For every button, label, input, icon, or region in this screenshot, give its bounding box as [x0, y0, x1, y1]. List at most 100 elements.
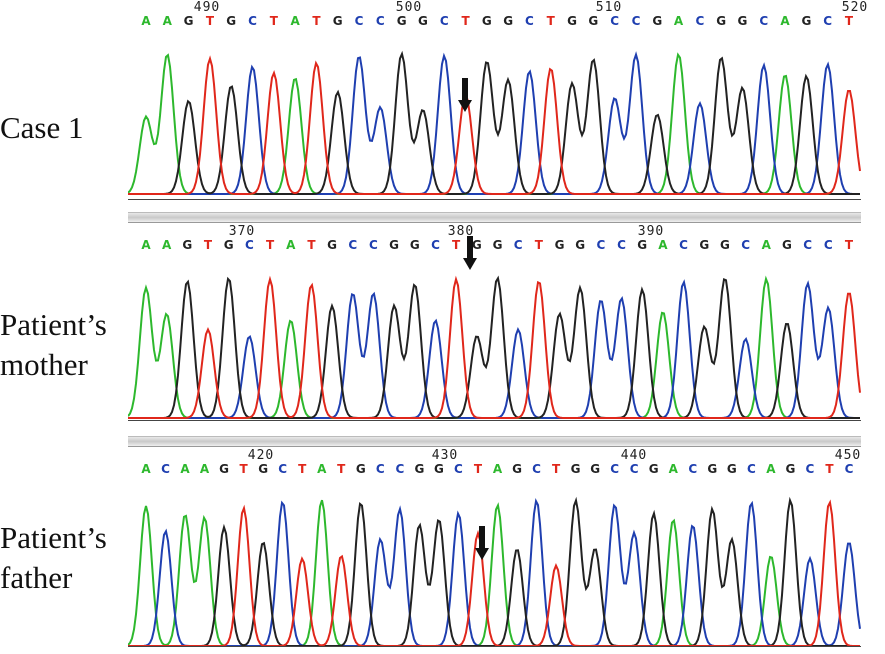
position-ticks: 490 500 510 520: [128, 0, 867, 16]
base-call: A: [199, 462, 210, 476]
base-call: G: [554, 238, 565, 252]
base-call: T: [307, 238, 316, 252]
base-call: C: [844, 462, 854, 476]
tick-label: 430: [431, 448, 459, 463]
trace-T: [128, 55, 861, 195]
base-call: G: [726, 462, 737, 476]
base-call: C: [695, 14, 705, 28]
base-call: A: [141, 14, 151, 28]
base-call: G: [183, 14, 194, 28]
chromatogram-trace: [128, 496, 861, 647]
tick-label: 380: [447, 224, 475, 239]
base-call: C: [617, 238, 626, 252]
base-call: G: [355, 462, 366, 476]
base-call: C: [248, 14, 257, 28]
base-call: G: [414, 462, 425, 476]
position-ticks: 370 380 390: [128, 224, 861, 240]
base-call: C: [823, 14, 833, 28]
base-call: G: [503, 14, 514, 28]
trace-T: [128, 275, 861, 419]
trace-baseline: [128, 646, 861, 647]
sample-label-patients-father: Patient’s father: [0, 520, 107, 595]
base-call: G: [648, 462, 659, 476]
base-call: G: [258, 462, 269, 476]
base-call: A: [761, 238, 771, 252]
sample-label-patients-mother: Patient’s mother: [0, 307, 107, 382]
base-call: T: [298, 462, 307, 476]
base-call: A: [317, 462, 327, 476]
base-call: G: [492, 238, 503, 252]
base-call: C: [631, 14, 641, 28]
base-call: G: [332, 14, 343, 28]
base-call: C: [439, 14, 449, 28]
chromatogram-trace: [128, 50, 861, 195]
base-call: G: [801, 14, 812, 28]
base-call: G: [652, 14, 663, 28]
base-call: C: [354, 14, 364, 28]
base-call: C: [610, 14, 620, 28]
chromatogram-trace: [128, 275, 861, 419]
base-call: C: [395, 462, 405, 476]
base-call: G: [418, 14, 428, 28]
base-call: C: [375, 14, 385, 28]
base-call: G: [785, 462, 796, 476]
tick-label: 520: [841, 0, 869, 15]
base-call: G: [588, 14, 599, 28]
base-call: A: [141, 238, 151, 252]
trace-baseline: [128, 420, 861, 421]
tick-label: 490: [193, 0, 221, 15]
base-call: G: [782, 238, 792, 252]
base-call: C: [161, 462, 170, 476]
base-call: T: [269, 14, 278, 28]
down-arrow-icon: [458, 78, 472, 112]
base-call: C: [525, 14, 534, 28]
base-call: G: [182, 238, 193, 252]
trace-G: [128, 50, 860, 195]
base-call: T: [546, 14, 555, 28]
base-call: G: [396, 14, 407, 28]
base-call: G: [637, 238, 648, 252]
tick-label: 390: [637, 224, 665, 239]
base-call: T: [265, 238, 275, 252]
base-call: G: [471, 238, 482, 252]
base-call: T: [239, 462, 248, 476]
tick-label: 450: [834, 448, 862, 463]
base-call: A: [673, 14, 684, 28]
base-call: A: [286, 238, 296, 252]
base-call: C: [610, 462, 620, 476]
base-call: G: [409, 238, 420, 252]
base-call: G: [223, 238, 234, 252]
base-call: A: [162, 14, 172, 28]
base-call: T: [337, 462, 346, 476]
base-call: G: [512, 462, 522, 476]
base-call: G: [707, 462, 718, 476]
base-call: C: [369, 238, 378, 252]
base-call: G: [575, 238, 586, 252]
base-call: T: [312, 14, 321, 28]
base-call: A: [180, 462, 190, 476]
base-call: C: [513, 238, 523, 252]
base-call: C: [348, 238, 358, 252]
trace-G: [128, 275, 860, 419]
base-call: C: [278, 462, 288, 476]
panel-separator: [128, 436, 861, 447]
base-call: C: [629, 462, 639, 476]
base-call: T: [534, 238, 543, 252]
base-call: A: [780, 14, 790, 28]
base-call: G: [737, 14, 748, 28]
base-call: T: [825, 462, 834, 476]
base-call: G: [716, 14, 727, 28]
base-call: T: [452, 238, 461, 252]
base-call: C: [596, 238, 606, 252]
base-call: T: [844, 238, 854, 252]
base-call: A: [162, 238, 172, 252]
down-arrow-icon: [463, 236, 477, 270]
base-call: G: [481, 14, 492, 28]
trace-baseline: [128, 199, 861, 200]
base-call: G: [699, 238, 710, 252]
